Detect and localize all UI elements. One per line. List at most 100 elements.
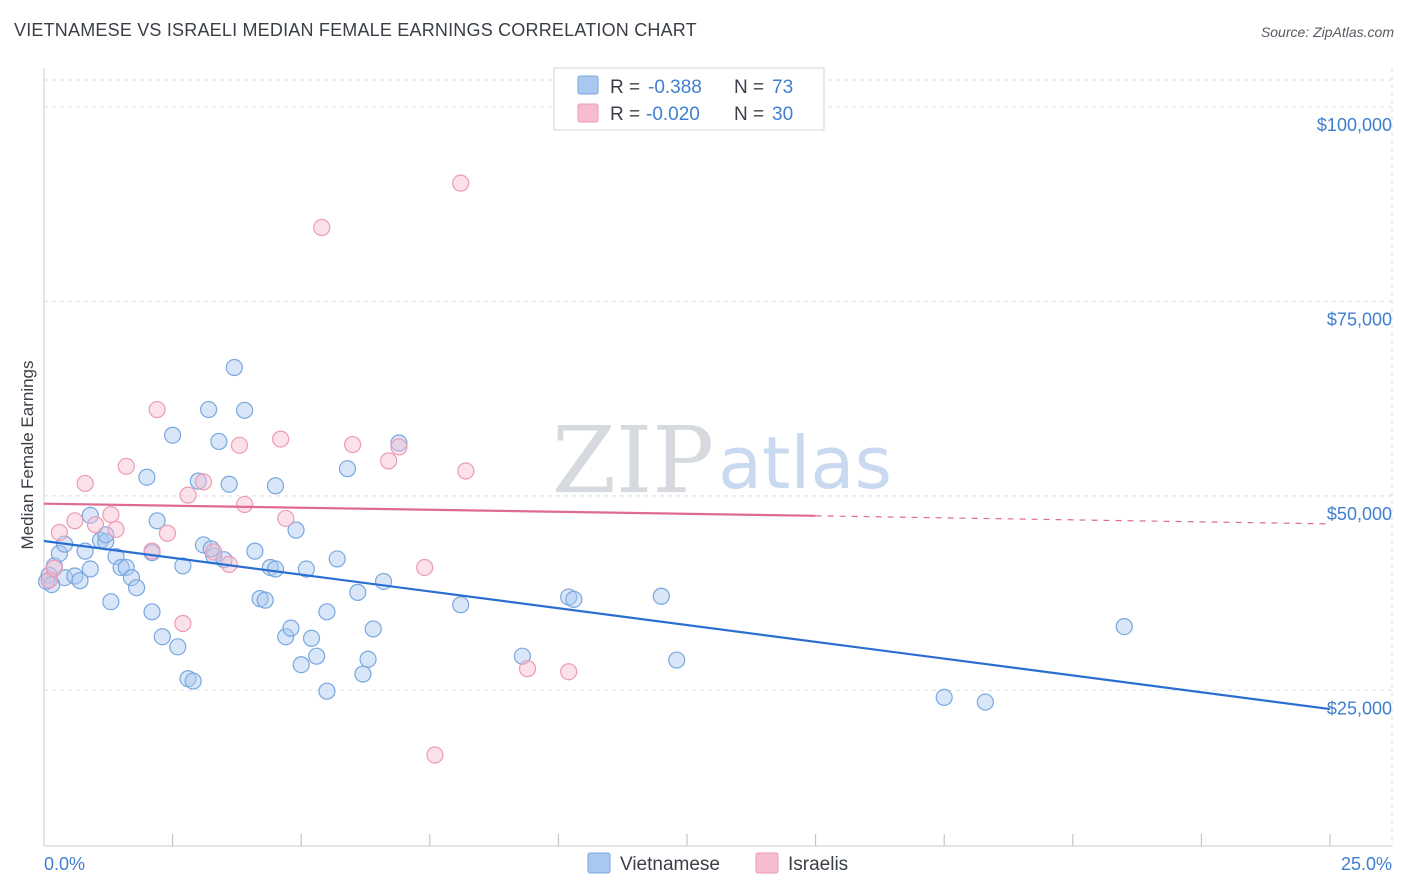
vietnamese-point	[318, 603, 336, 621]
israelis-point	[158, 524, 177, 542]
israelis-point	[236, 495, 254, 514]
vietnamese-point	[225, 358, 243, 377]
vietnamese-point	[359, 650, 377, 668]
israelis-point	[344, 435, 362, 454]
vietnamese-point	[210, 432, 228, 451]
watermark-zip: ZIP	[552, 407, 714, 514]
x-axis-ticks	[172, 834, 1331, 846]
israelis-point	[107, 520, 125, 538]
vietnamese-point	[328, 550, 346, 568]
vietnamese-point	[1115, 618, 1133, 636]
y-axis-label: Median Female Earnings	[18, 361, 37, 550]
vietnamese-point	[390, 434, 408, 452]
israelis-point	[457, 462, 475, 480]
bottom-legend-label-israelis: Israelis	[788, 854, 848, 875]
series-israelis-points	[40, 174, 578, 764]
legend-box	[553, 67, 825, 131]
gridlines	[44, 68, 1393, 846]
legend-n-value-1: 73	[772, 77, 793, 98]
israelis-point	[179, 486, 197, 504]
israelis-point	[272, 430, 290, 448]
series-vietnamese-points	[37, 358, 1133, 711]
x-tick-label-max: 25.0%	[1341, 854, 1392, 874]
vietnamese-point	[338, 460, 357, 478]
y-tick-labels: $25,000 $50,000 $75,000 $100,000	[1317, 115, 1392, 719]
vietnamese-point	[148, 512, 166, 530]
y-tick-label: $25,000	[1327, 698, 1392, 718]
israelis-point	[452, 174, 470, 192]
israelis-point	[102, 505, 120, 524]
vietnamese-point	[169, 638, 187, 656]
bottom-legend-label-vietnamese: Vietnamese	[620, 854, 720, 875]
y-tick-label: $75,000	[1327, 309, 1392, 329]
legend-n-value-2: 30	[772, 104, 793, 125]
israelis-point	[174, 614, 192, 633]
vietnamese-point	[668, 651, 686, 669]
vietnamese-point	[117, 558, 135, 577]
y-tick-label: $50,000	[1327, 504, 1392, 524]
vietnamese-point	[200, 400, 218, 419]
vietnamese-point	[107, 547, 125, 566]
vietnamese-point	[308, 647, 326, 665]
vietnamese-point	[297, 560, 315, 578]
vietnamese-trend-line	[43, 539, 1331, 711]
vietnamese-point	[318, 682, 336, 700]
israelis-point	[205, 543, 223, 561]
vietnamese-point	[935, 688, 953, 707]
israelis-point	[45, 559, 63, 577]
vietnamese-point	[292, 656, 310, 674]
vietnamese-point	[302, 629, 321, 647]
vietnamese-point	[256, 591, 274, 609]
legend-r-label-1: R =	[610, 77, 640, 98]
vietnamese-point	[43, 575, 61, 594]
vietnamese-point	[976, 693, 994, 711]
vietnamese-point	[202, 540, 220, 558]
israelis-point	[380, 452, 398, 470]
israelis-point	[560, 663, 578, 681]
x-tick-label-min: 0.0%	[44, 854, 85, 874]
vietnamese-point	[220, 475, 238, 493]
vietnamese-point	[189, 472, 207, 490]
israelis-point	[76, 474, 94, 493]
israelis-point	[148, 400, 166, 419]
series-legend: Vietnamese Israelis	[587, 852, 848, 875]
legend-r-value-1: -0.388	[648, 77, 702, 98]
vietnamese-point	[277, 628, 295, 646]
watermark-atlas: atlas	[718, 421, 892, 505]
israelis-trend-line	[43, 502, 816, 517]
israelis-point	[390, 438, 408, 456]
israelis-trend-line-extension	[815, 515, 1331, 525]
vietnamese-point	[143, 603, 161, 621]
vietnamese-point	[81, 506, 99, 524]
israelis-point	[117, 457, 135, 475]
israelis-point	[86, 516, 105, 534]
vietnamese-point	[266, 560, 285, 578]
bottom-legend-swatch-vietnamese	[587, 852, 611, 874]
vietnamese-point	[138, 468, 156, 486]
legend-r-label-2: R =	[610, 104, 640, 125]
vietnamese-point	[349, 583, 367, 601]
vietnamese-point	[164, 426, 182, 444]
vietnamese-point	[66, 567, 84, 585]
vietnamese-point	[122, 568, 141, 587]
y-tick-label: $100,000	[1317, 115, 1392, 135]
legend-n-label-1: N =	[734, 77, 764, 98]
israelis-point	[277, 509, 295, 528]
legend-swatch-vietnamese	[577, 75, 599, 95]
vietnamese-point	[97, 526, 115, 544]
vietnamese-point	[153, 628, 171, 646]
israelis-point	[50, 523, 69, 542]
vietnamese-point	[354, 665, 372, 683]
vietnamese-point	[81, 560, 99, 578]
legend-swatch-israelis	[577, 103, 599, 123]
source-label: Source: ZipAtlas.com	[1260, 24, 1394, 40]
israelis-point	[426, 746, 444, 764]
vietnamese-point	[194, 536, 213, 554]
vietnamese-point	[266, 477, 285, 495]
vietnamese-point	[452, 596, 470, 614]
vietnamese-point	[565, 590, 583, 608]
legend-r-value-2: -0.020	[646, 104, 700, 125]
vietnamese-point	[184, 672, 202, 690]
vietnamese-point	[364, 620, 382, 638]
